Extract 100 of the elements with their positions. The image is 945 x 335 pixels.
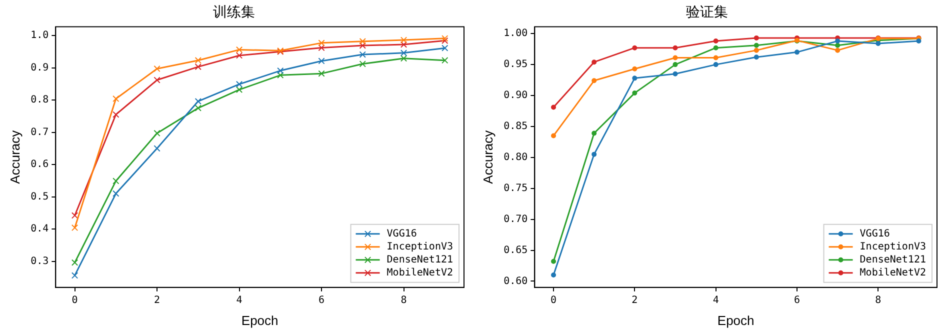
x-tick-label: 2 [154, 294, 160, 306]
point [794, 50, 800, 55]
point [551, 272, 556, 278]
y-tick-label: 1.00 [504, 28, 528, 40]
y-tick-label: 0.6 [30, 159, 49, 170]
point [277, 72, 284, 79]
point [551, 104, 556, 110]
x-tick-label: 8 [875, 294, 882, 306]
x-tick-label: 4 [236, 294, 242, 306]
point [835, 42, 840, 48]
point [112, 95, 120, 102]
y-tick-label: 1.0 [30, 30, 49, 42]
point [318, 44, 325, 52]
point [318, 70, 325, 77]
y-tick-label: 0.70 [504, 214, 528, 225]
point [359, 51, 366, 58]
point [71, 272, 78, 279]
point [632, 45, 638, 50]
point [400, 41, 408, 48]
point [632, 66, 638, 72]
point [592, 152, 597, 157]
y-tick-label: 0.90 [504, 90, 528, 102]
point [400, 50, 408, 56]
point [359, 38, 366, 45]
point [713, 55, 718, 60]
legend-label: VGG16 [860, 228, 890, 240]
x-tick-label: 8 [400, 294, 407, 306]
chart-title: 验证集 [686, 3, 728, 20]
point [318, 40, 325, 46]
y-axis-title: Accuracy [7, 130, 22, 184]
point [632, 90, 638, 96]
point [112, 111, 120, 118]
point [154, 76, 160, 84]
legend-label: InceptionV3 [386, 241, 454, 252]
legend-label: InceptionV3 [860, 241, 926, 252]
point [236, 52, 243, 59]
point [754, 42, 759, 48]
point [592, 78, 597, 84]
y-axis-title: Accuracy [480, 130, 496, 184]
point [194, 57, 202, 64]
legend-label: DenseNet121 [860, 254, 926, 266]
point [835, 48, 840, 53]
y-tick-label: 0.75 [504, 182, 528, 194]
point [112, 190, 120, 197]
point [672, 45, 678, 50]
y-tick-label: 0.7 [30, 126, 49, 138]
x-tick-label: 2 [632, 294, 638, 306]
x-tick-label: 6 [318, 294, 325, 306]
point [154, 65, 160, 72]
point [277, 67, 284, 74]
point [713, 38, 718, 44]
x-axis-title: Epoch [717, 312, 754, 328]
point [194, 98, 202, 105]
y-tick-label: 0.3 [30, 256, 49, 267]
y-tick-label: 0.65 [504, 244, 528, 256]
legend-label: VGG16 [386, 228, 417, 240]
point [632, 76, 638, 81]
y-tick-label: 0.4 [30, 224, 49, 235]
point [194, 63, 202, 70]
point [876, 41, 881, 46]
point [194, 104, 202, 112]
point [71, 212, 78, 219]
point [236, 86, 243, 94]
y-tick-label: 0.85 [504, 121, 528, 132]
point [400, 55, 408, 62]
point [154, 130, 160, 137]
y-tick-label: 0.9 [30, 62, 49, 74]
point [754, 35, 759, 40]
point [442, 57, 448, 64]
point [713, 62, 718, 68]
legend-label: MobileNetV2 [860, 267, 926, 278]
point [551, 133, 556, 138]
point [916, 38, 922, 44]
point [713, 45, 718, 50]
y-tick-label: 0.60 [504, 276, 528, 287]
x-tick-label: 6 [794, 294, 800, 306]
x-axis-title: Epoch [241, 312, 278, 328]
point [236, 46, 243, 54]
x-tick-label: 0 [550, 294, 557, 306]
point [71, 224, 78, 232]
y-tick-label: 0.95 [504, 59, 528, 70]
legend-label: DenseNet121 [386, 254, 454, 266]
point [154, 145, 160, 152]
legend-label: MobileNetV2 [386, 267, 454, 278]
y-tick-label: 0.80 [504, 152, 528, 164]
point [592, 130, 597, 136]
point [672, 71, 678, 76]
point [71, 259, 78, 266]
point [672, 62, 678, 68]
point [112, 178, 120, 184]
point [754, 48, 759, 53]
x-tick-label: 0 [72, 294, 78, 306]
point [592, 60, 597, 65]
chart-title: 训练集 [213, 3, 255, 20]
point [400, 36, 408, 44]
point [359, 60, 366, 68]
point [236, 80, 243, 88]
point [318, 58, 325, 64]
point [835, 38, 840, 44]
x-tick-label: 4 [712, 294, 719, 306]
